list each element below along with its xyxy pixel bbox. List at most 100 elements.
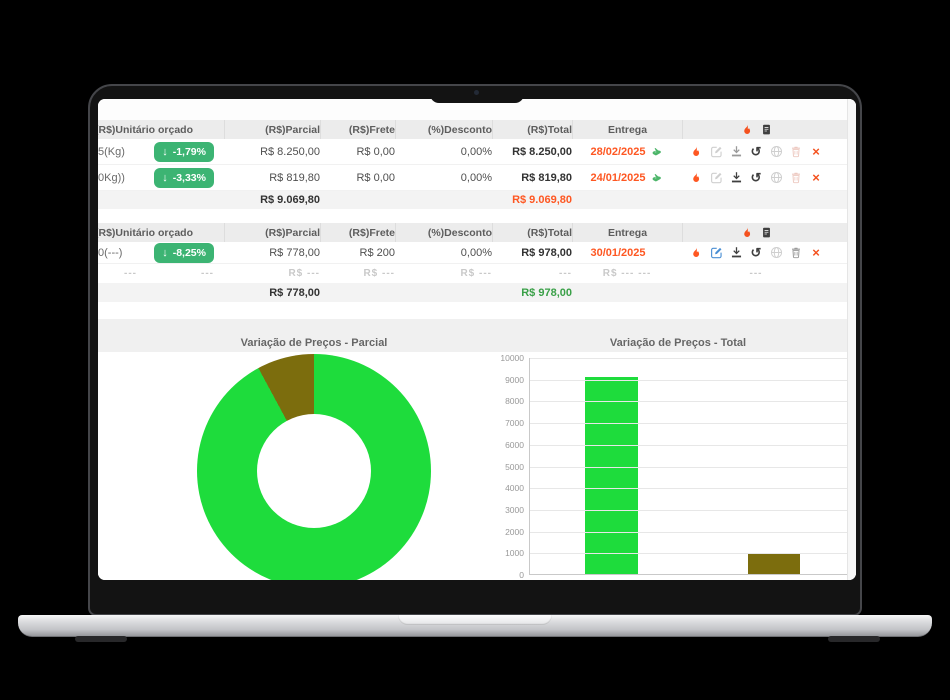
winner-hand-icon xyxy=(650,145,663,159)
parcial-value: R$ 778,00 xyxy=(269,246,320,259)
total-value: R$ 8.250,00 xyxy=(512,145,572,158)
col-frete: (R$)Frete xyxy=(320,120,395,139)
invoice-icon[interactable] xyxy=(760,226,773,240)
col-total: (R$)Total xyxy=(492,120,572,139)
col-parcial: (R$)Parcial xyxy=(224,120,320,139)
frete-value: R$ 200 xyxy=(359,246,395,259)
quote-table-2: (R$)Unitário orçado (R$)Parcial (R$)Fret… xyxy=(98,223,856,302)
y-axis-tick: 2000 xyxy=(505,526,524,537)
totals-row: R$ 778,00 R$ 978,00 xyxy=(98,283,856,302)
desconto-value: 0,00% xyxy=(460,145,492,158)
col-parcial: (R$)Parcial xyxy=(224,223,320,242)
gridline xyxy=(530,488,847,490)
row-action-icons: ↺ × xyxy=(682,145,856,159)
gridline xyxy=(530,509,847,511)
download-icon[interactable] xyxy=(730,246,743,260)
gridline xyxy=(530,379,847,381)
table-row[interactable]: 5(Kg) ↓ -1,79% R$ 8.250,00 R$ 0,00 0,00% … xyxy=(98,139,856,165)
y-axis-tick: 7000 xyxy=(505,418,524,429)
col-entrega: Entrega xyxy=(572,120,682,139)
quote-table-1: (R$)Unitário orçado (R$)Parcial (R$)Fret… xyxy=(98,120,856,209)
y-axis-tick: 3000 xyxy=(505,504,524,515)
bar-supplier-green xyxy=(585,377,638,574)
placeholder-frete: R$ --- xyxy=(363,268,395,279)
totals-row: R$ 9.069,80 R$ 9.069,80 xyxy=(98,191,856,209)
donut-hole xyxy=(257,414,371,528)
y-axis-tick: 10000 xyxy=(500,353,524,363)
flame-icon[interactable] xyxy=(690,171,703,185)
variation-value: -3,33% xyxy=(172,171,206,184)
edit-icon[interactable] xyxy=(710,246,723,260)
placeholder-desconto: R$ --- xyxy=(460,268,492,279)
item-label: 0(---) xyxy=(98,246,123,259)
row-action-icons: ↺ × xyxy=(682,171,856,185)
y-axis-tick: 8000 xyxy=(505,396,524,407)
frete-value: R$ 0,00 xyxy=(356,145,395,158)
download-icon[interactable] xyxy=(730,171,743,185)
globe-icon[interactable] xyxy=(770,246,783,260)
trash-icon[interactable] xyxy=(790,145,803,159)
col-entrega: Entrega xyxy=(572,223,682,242)
table-header: (R$)Unitário orçado (R$)Parcial (R$)Fret… xyxy=(98,223,856,242)
flame-icon[interactable] xyxy=(740,123,753,137)
arrow-down-icon: ↓ xyxy=(162,246,168,259)
table-row[interactable]: 0Kg)) ↓ -3,33% R$ 819,80 R$ 0,00 0,00% R$… xyxy=(98,165,856,191)
desconto-value: 0,00% xyxy=(460,171,492,184)
globe-icon[interactable] xyxy=(770,145,783,159)
flame-icon[interactable] xyxy=(740,226,753,240)
variation-value: -8,25% xyxy=(172,246,206,259)
variation-badge: ↓ -3,33% xyxy=(154,167,214,188)
frete-value: R$ 0,00 xyxy=(356,171,395,184)
laptop-notch xyxy=(430,86,524,103)
variation-value: -1,79% xyxy=(172,145,206,158)
winner-hand-icon-slot xyxy=(650,145,664,159)
table-row[interactable]: 0(---) ↓ -8,25% R$ 778,00 R$ 200 0,00% R$… xyxy=(98,242,856,264)
camera-dot xyxy=(474,90,479,95)
edit-icon[interactable] xyxy=(710,171,723,185)
y-axis-tick: 9000 xyxy=(505,374,524,385)
download-icon[interactable] xyxy=(730,145,743,159)
table-separator xyxy=(98,209,856,223)
close-x-icon[interactable]: × xyxy=(812,144,820,159)
close-x-icon[interactable]: × xyxy=(812,245,820,260)
delivery-date: 28/02/2025 xyxy=(590,145,646,158)
item-label: 5(Kg) xyxy=(98,145,125,158)
history-icon[interactable]: ↺ xyxy=(750,144,762,159)
row-action-icons: ↺ × xyxy=(682,246,856,260)
history-icon[interactable]: ↺ xyxy=(750,245,762,260)
trash-icon[interactable] xyxy=(790,246,803,260)
col-total: (R$)Total xyxy=(492,223,572,242)
variation-badge: ↓ -8,25% xyxy=(154,242,214,263)
arrow-down-icon: ↓ xyxy=(162,171,168,184)
trash-icon[interactable] xyxy=(790,171,803,185)
total-parcial: R$ 9.069,80 xyxy=(260,194,320,206)
close-x-icon[interactable]: × xyxy=(812,170,820,185)
flame-icon[interactable] xyxy=(690,145,703,159)
placeholder-row: --- --- R$ --- R$ --- R$ --- --- R$ --- -… xyxy=(98,264,856,283)
scrollbar[interactable] xyxy=(847,99,856,580)
globe-icon[interactable] xyxy=(770,171,783,185)
parcial-value: R$ 8.250,00 xyxy=(260,145,320,158)
placeholder-total: --- xyxy=(559,268,572,279)
arrow-down-icon: ↓ xyxy=(162,145,168,158)
gridline xyxy=(530,423,847,425)
y-axis-tick: 5000 xyxy=(505,461,524,472)
placeholder-parcial: R$ --- xyxy=(288,268,320,279)
y-axis-tick: 4000 xyxy=(505,483,524,494)
flame-icon[interactable] xyxy=(690,246,703,260)
history-icon[interactable]: ↺ xyxy=(750,170,762,185)
total-geral: R$ 978,00 xyxy=(521,286,572,299)
laptop-foot-left xyxy=(75,636,127,642)
bar-supplier-olive xyxy=(748,552,800,574)
invoice-icon[interactable] xyxy=(760,123,773,137)
delivery-date: 30/01/2025 xyxy=(590,246,646,259)
col-frete: (R$)Frete xyxy=(320,223,395,242)
header-action-icons xyxy=(682,120,856,139)
edit-icon[interactable] xyxy=(710,145,723,159)
laptop-base xyxy=(18,615,932,637)
y-axis-tick: 6000 xyxy=(505,439,524,450)
total-value: R$ 819,80 xyxy=(521,171,572,184)
winner-hand-icon xyxy=(650,171,663,185)
y-axis-tick: 0 xyxy=(519,570,524,580)
desconto-value: 0,00% xyxy=(460,246,492,259)
